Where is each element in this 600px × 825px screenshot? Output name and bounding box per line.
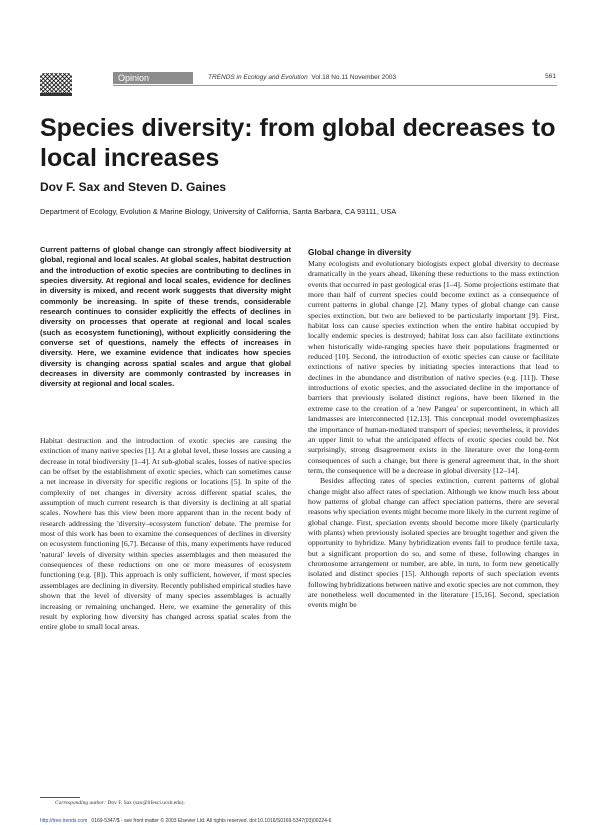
page-footer: http://tree.trends.com 0169-5347/$ - see… [40,818,331,824]
section-paragraph-1: Many ecologists and evolutionary biologi… [308,259,559,475]
tag-badge [113,72,193,84]
footnote-text: Dov F. Sax (sax@lifesci.ucsb.edu). [107,800,185,806]
intro-paragraph: Habitat destruction and the introduction… [40,436,291,632]
journal-issue: Vol.18 No.11 November 2003 [311,74,397,81]
section-paragraph-2: Besides affecting rates of species extin… [308,476,559,610]
section-heading: Global change in diversity [308,247,412,257]
journal-url-link[interactable]: http://tree.trends.com [40,818,88,824]
footer-text: 0169-5347/$ - see front matter © 2003 El… [91,818,332,824]
article-affiliation: Department of Ecology, Evolution & Marin… [40,207,397,216]
header-divider [113,85,557,86]
footnote-label: Corresponding author: [55,800,106,806]
right-column: Global change in diversity Many ecologis… [308,247,559,611]
journal-header: TRENDS in Ecology and Evolution Vol.18 N… [208,73,396,83]
article-title: Species diversity: from global decreases… [40,114,556,172]
page-number: 561 [545,73,556,80]
tree-icon [40,73,72,93]
journal-name: TRENDS in Ecology and Evolution [208,74,308,81]
corresponding-author-note: Corresponding author: Dov F. Sax (sax@li… [55,800,185,806]
section-tag: Opinion [118,73,150,83]
footnote-divider [40,797,80,798]
article-authors: Dov F. Sax and Steven D. Gaines [40,180,227,194]
elsevier-logo-icon [40,73,72,97]
abstract: Current patterns of global change can st… [40,245,291,389]
